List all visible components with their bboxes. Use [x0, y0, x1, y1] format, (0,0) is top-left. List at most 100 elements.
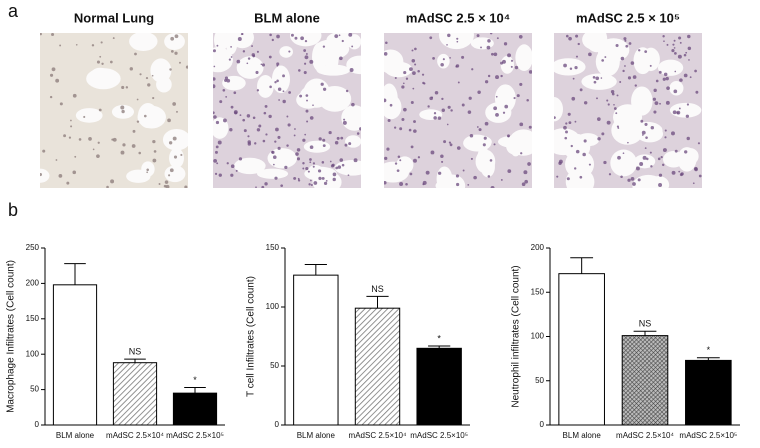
- nucleus: [486, 45, 491, 50]
- nucleus: [399, 159, 402, 162]
- nucleus: [284, 165, 288, 169]
- alveolus: [641, 47, 660, 72]
- nucleus: [129, 67, 133, 71]
- nucleus: [671, 49, 675, 53]
- nucleus: [414, 63, 417, 66]
- nucleus: [51, 67, 56, 72]
- nucleus: [570, 144, 573, 148]
- nucleus: [172, 102, 176, 106]
- nucleus: [40, 33, 42, 36]
- nucleus: [563, 63, 567, 68]
- nucleus: [300, 36, 304, 41]
- nucleus: [136, 120, 140, 123]
- nucleus: [325, 179, 328, 182]
- nucleus: [268, 55, 272, 59]
- tissue: [554, 33, 702, 188]
- nucleus: [399, 127, 403, 131]
- nucleus: [443, 140, 447, 144]
- nucleus: [658, 173, 663, 177]
- bar: [52, 284, 98, 426]
- nucleus: [519, 82, 523, 87]
- nucleus: [526, 98, 529, 102]
- nucleus: [110, 60, 113, 64]
- x-tick-label: mAdSC 2.5×10⁵: [166, 431, 224, 440]
- alveolus: [234, 157, 266, 175]
- nucleus: [70, 119, 72, 122]
- nucleus: [569, 67, 573, 70]
- nucleus: [622, 69, 625, 73]
- nucleus: [495, 95, 498, 98]
- nucleus: [519, 122, 524, 127]
- alveolus: [384, 49, 404, 74]
- nucleus: [255, 186, 257, 188]
- nucleus: [413, 120, 416, 123]
- nucleus: [384, 98, 387, 103]
- nucleus: [101, 62, 104, 65]
- nucleus: [409, 172, 413, 176]
- alveolus: [271, 65, 291, 94]
- nucleus: [484, 121, 489, 126]
- nucleus: [613, 107, 617, 110]
- nucleus: [273, 163, 275, 166]
- nucleus: [641, 130, 646, 135]
- nucleus: [456, 182, 460, 187]
- nucleus: [467, 110, 472, 114]
- nucleus: [219, 100, 223, 104]
- bar: [621, 335, 669, 426]
- nucleus: [433, 116, 437, 120]
- alveolus: [129, 33, 158, 52]
- alveolus: [75, 108, 103, 123]
- nucleus: [384, 180, 387, 185]
- image-title: BLM alone: [254, 10, 320, 25]
- nucleus: [412, 87, 415, 90]
- nucleus: [294, 36, 298, 40]
- nucleus: [608, 173, 612, 176]
- nucleus: [636, 166, 640, 171]
- nucleus: [606, 99, 609, 102]
- nucleus: [507, 135, 510, 138]
- alveolus: [164, 165, 186, 183]
- nucleus: [528, 70, 532, 74]
- alveolus: [267, 148, 297, 169]
- nucleus: [683, 53, 687, 57]
- nucleus: [665, 100, 670, 105]
- nucleus: [607, 103, 610, 106]
- y-tick-label: 50: [535, 376, 544, 385]
- nucleus: [468, 96, 472, 100]
- nucleus: [110, 179, 115, 184]
- nucleus: [484, 80, 489, 84]
- nucleus: [312, 162, 316, 165]
- nucleus: [320, 82, 324, 86]
- nucleus: [263, 111, 267, 115]
- alveolus: [303, 140, 331, 153]
- alveolus: [500, 55, 515, 74]
- alveolus: [150, 58, 172, 83]
- bar: [354, 307, 401, 426]
- nucleus: [664, 136, 667, 139]
- nucleus: [83, 115, 86, 119]
- nucleus: [303, 49, 307, 52]
- nucleus: [347, 174, 350, 177]
- nucleus: [274, 140, 277, 143]
- nucleus: [417, 70, 420, 73]
- nucleus: [167, 118, 171, 123]
- nucleus: [565, 130, 568, 134]
- image-title: Normal Lung: [74, 10, 154, 25]
- nucleus: [185, 65, 188, 69]
- y-tick-label: 50: [270, 361, 279, 370]
- nucleus: [228, 58, 231, 61]
- nucleus: [226, 78, 231, 83]
- nucleus: [455, 65, 458, 68]
- nucleus: [671, 170, 676, 175]
- nucleus: [476, 126, 479, 128]
- nucleus: [40, 172, 43, 177]
- nucleus: [305, 94, 309, 97]
- nucleus: [687, 46, 692, 51]
- x-tick-label: BLM alone: [56, 431, 95, 440]
- nucleus: [214, 150, 218, 154]
- bar: [293, 274, 339, 426]
- nucleus: [247, 135, 250, 138]
- nucleus: [176, 110, 178, 113]
- nucleus: [430, 150, 435, 155]
- nucleus: [298, 69, 301, 72]
